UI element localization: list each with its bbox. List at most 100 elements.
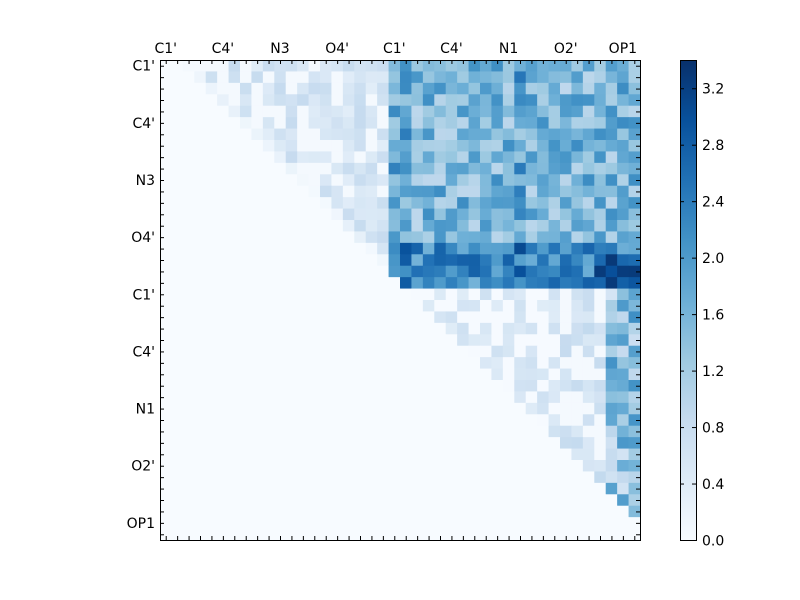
heatmap-cell	[365, 140, 378, 152]
heatmap-cell	[617, 414, 629, 427]
heatmap-cell	[445, 254, 458, 267]
heatmap-cell	[297, 231, 309, 244]
heatmap-cell	[388, 437, 401, 449]
heatmap-cell	[274, 505, 287, 518]
heatmap-cell	[194, 494, 207, 507]
y-tick-label: OP1	[127, 516, 155, 532]
heatmap-cell	[628, 185, 641, 198]
heatmap-cell	[365, 197, 378, 209]
heatmap-cell	[297, 60, 309, 72]
heatmap-cell	[228, 140, 241, 152]
heatmap-cell	[491, 82, 504, 95]
heatmap-cell	[445, 357, 458, 369]
heatmap-cell	[205, 105, 218, 118]
heatmap-cell	[537, 402, 549, 415]
heatmap-cell	[491, 265, 504, 278]
heatmap-cell	[342, 185, 355, 198]
heatmap-cell	[342, 345, 355, 358]
heatmap-cell	[605, 117, 618, 129]
heatmap-cell	[331, 471, 344, 484]
heatmap-cell	[445, 437, 458, 449]
heatmap-cell	[182, 94, 195, 107]
heatmap-cell	[251, 128, 264, 141]
heatmap-cell	[194, 471, 207, 484]
heatmap-cell	[228, 322, 241, 335]
heatmap-cell	[388, 494, 401, 507]
heatmap-cell	[514, 482, 527, 495]
heatmap-cell	[228, 357, 241, 369]
heatmap-cell	[171, 322, 184, 335]
heatmap-cell	[171, 517, 184, 529]
heatmap-cell	[457, 311, 469, 324]
y-tick-label: C4'	[132, 344, 155, 360]
heatmap-cell	[251, 334, 264, 347]
heatmap-cell	[422, 322, 435, 335]
heatmap-cell	[308, 185, 321, 198]
heatmap-cell	[228, 437, 241, 449]
heatmap-cell	[491, 322, 504, 335]
heatmap-cell	[434, 448, 447, 461]
heatmap-cell	[548, 391, 561, 404]
heatmap-cell	[160, 494, 172, 507]
heatmap-cell	[331, 174, 344, 187]
heatmap-cell	[571, 220, 584, 232]
heatmap-cell	[182, 128, 195, 141]
heatmap-cell	[502, 197, 515, 209]
heatmap-cell	[617, 197, 629, 209]
heatmap-cell	[354, 60, 367, 72]
heatmap-cell	[605, 311, 618, 324]
heatmap-cell	[400, 288, 412, 301]
heatmap-cell	[365, 471, 378, 484]
heatmap-cell	[537, 368, 549, 381]
heatmap-cell	[297, 334, 309, 347]
heatmap-cell	[628, 505, 641, 518]
heatmap-cell	[365, 254, 378, 267]
heatmap-cell	[205, 174, 218, 187]
heatmap-cell	[411, 414, 424, 427]
heatmap-cell	[308, 140, 321, 152]
heatmap-cell	[365, 425, 378, 438]
heatmap-cell	[388, 82, 401, 95]
heatmap-cell	[331, 265, 344, 278]
heatmap-cell	[160, 345, 172, 358]
heatmap-cell	[582, 94, 595, 107]
heatmap-cell	[617, 357, 629, 369]
heatmap-cell	[594, 425, 607, 438]
heatmap-cell	[411, 425, 424, 438]
heatmap-cell	[628, 322, 641, 335]
heatmap-cell	[377, 140, 389, 152]
heatmap-cell	[160, 242, 172, 255]
heatmap-cell	[251, 494, 264, 507]
heatmap-cell	[560, 414, 572, 427]
heatmap-cell	[354, 357, 367, 369]
heatmap-cell	[365, 402, 378, 415]
heatmap-cell	[422, 105, 435, 118]
heatmap-cell	[628, 345, 641, 358]
heatmap-cell	[228, 162, 241, 175]
heatmap-cell	[537, 448, 549, 461]
heatmap-cell	[617, 448, 629, 461]
heatmap-cell	[228, 105, 241, 118]
heatmap-cell	[228, 82, 241, 95]
heatmap-cell	[320, 71, 332, 84]
heatmap-cell	[605, 151, 618, 164]
heatmap-cell	[331, 94, 344, 107]
heatmap-cell	[354, 471, 367, 484]
heatmap-cell	[537, 117, 549, 129]
heatmap-cell	[217, 357, 229, 369]
heatmap-cell	[617, 380, 629, 392]
heatmap-cell	[594, 265, 607, 278]
heatmap-cell	[171, 482, 184, 495]
heatmap-cell	[457, 334, 469, 347]
x-tick-label: C4'	[440, 41, 463, 57]
heatmap-cell	[502, 151, 515, 164]
heatmap-cell	[320, 300, 332, 312]
heatmap-cell	[228, 402, 241, 415]
heatmap-cell	[525, 380, 538, 392]
heatmap-cell	[400, 231, 412, 244]
heatmap-cell	[434, 414, 447, 427]
heatmap-cell	[502, 368, 515, 381]
heatmap-cell	[525, 185, 538, 198]
heatmap-cell	[354, 482, 367, 495]
heatmap-cell	[320, 505, 332, 518]
